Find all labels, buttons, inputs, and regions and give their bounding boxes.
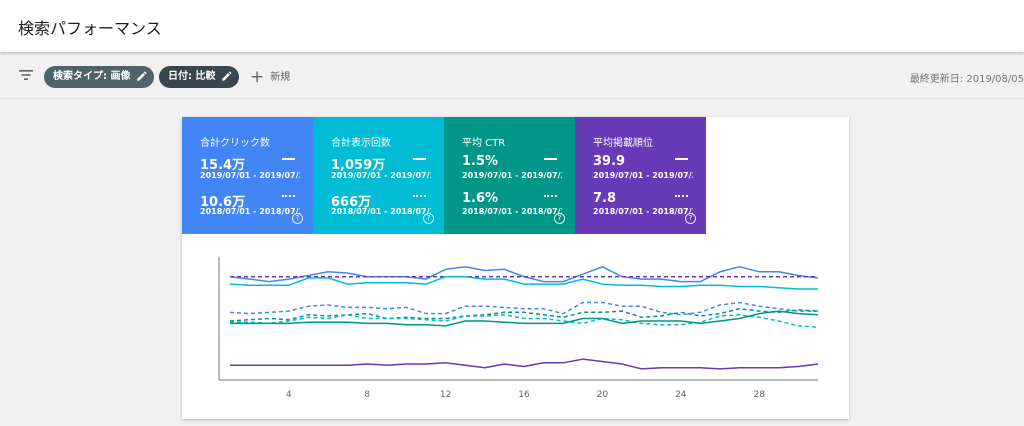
help-icon[interactable]: ? — [554, 213, 565, 224]
metric-value-previous: 666万 — [331, 195, 372, 210]
help-icon[interactable]: ? — [685, 213, 696, 224]
series-line-1 — [229, 265, 819, 283]
metric-tile-position[interactable]: 平均掲載順位 39.9 2019/07/01 - 2019/07/31 7.8 … — [575, 117, 706, 234]
x-tick-label: 12 — [440, 390, 451, 400]
series-line-4 — [229, 301, 818, 316]
search-type-chip-label: 検索タイプ: 画像 — [53, 71, 131, 82]
metric-value-current: 1,059万 — [331, 158, 386, 173]
metric-value-previous: 7.8 — [593, 191, 617, 206]
metric-tile-ctr[interactable]: 平均 CTR 1.5% 2019/07/01 - 2019/07/31 1.6%… — [444, 117, 575, 234]
x-tick-label: 16 — [518, 390, 530, 400]
metric-range-current: 2019/07/01 - 2019/07/31 — [200, 171, 300, 180]
new-filter-label: 新規 — [270, 72, 291, 83]
metric-range-current: 2019/07/01 - 2019/07/31 — [593, 171, 693, 180]
x-tick-label: 20 — [597, 390, 609, 400]
metric-label: 平均掲載順位 — [593, 138, 653, 149]
plus-icon: + — [250, 67, 265, 87]
help-icon[interactable]: ? — [423, 213, 434, 224]
edit-pencil-icon — [222, 71, 233, 81]
solid-line-legend-icon — [413, 158, 426, 160]
metric-range-current: 2019/07/01 - 2019/07/31 — [331, 171, 431, 180]
x-tick-label: 24 — [675, 390, 687, 400]
solid-line-legend-icon — [675, 158, 688, 160]
x-tick-label: 8 — [364, 390, 370, 400]
metric-tile-impressions[interactable]: 合計表示回数 1,059万 2019/07/01 - 2019/07/31 66… — [313, 117, 444, 234]
performance-line-chart[interactable]: 4 8 12 16 20 24 28 — [182, 234, 849, 419]
date-compare-chip[interactable]: 日付: 比較 — [159, 66, 240, 88]
metric-tile-clicks[interactable]: 合計クリック数 15.4万 2019/07/01 - 2019/07/31 10… — [182, 117, 313, 234]
dashed-line-legend-icon — [282, 195, 295, 197]
series-line-8 — [230, 358, 819, 370]
dashed-line-legend-icon — [544, 195, 557, 197]
filter-icon[interactable] — [18, 68, 34, 82]
metric-range-previous: 2018/07/01 - 2018/07/31 — [593, 207, 693, 216]
metric-label: 平均 CTR — [462, 138, 506, 149]
metric-value-previous: 10.6万 — [200, 195, 246, 210]
metric-value-current: 15.4万 — [200, 158, 246, 173]
metric-range-previous: 2018/07/01 - 2018/07/31 — [331, 207, 431, 216]
metric-range-current: 2019/07/01 - 2019/07/31 — [462, 171, 562, 180]
performance-card: 合計クリック数 15.4万 2019/07/01 - 2019/07/31 10… — [182, 117, 849, 419]
metric-range-previous: 2018/07/01 - 2018/07/31 — [200, 207, 300, 216]
series-line-6 — [230, 314, 819, 328]
search-type-chip[interactable]: 検索タイプ: 画像 — [44, 66, 155, 88]
solid-line-legend-icon — [282, 158, 295, 160]
x-tick-label: 4 — [286, 390, 292, 400]
add-new-filter-button[interactable]: + 新規 — [250, 66, 290, 88]
help-icon[interactable]: ? — [292, 213, 303, 224]
metric-value-current: 39.9 — [593, 154, 626, 169]
series-line-7 — [230, 310, 819, 327]
metric-value-previous: 1.6% — [462, 191, 499, 206]
series-line-3 — [229, 275, 818, 290]
metric-label: 合計クリック数 — [200, 138, 270, 149]
top-bar: 検索パフォーマンス — [0, 0, 1024, 52]
metric-value-current: 1.5% — [462, 154, 499, 169]
dashed-line-legend-icon — [413, 195, 426, 197]
page-title: 検索パフォーマンス — [18, 19, 162, 38]
solid-line-legend-icon — [544, 158, 557, 160]
dashed-line-legend-icon — [675, 195, 688, 197]
date-compare-chip-label: 日付: 比較 — [168, 71, 216, 82]
metric-label: 合計表示回数 — [331, 138, 391, 149]
series-line-5 — [229, 307, 819, 322]
metric-range-previous: 2018/07/01 - 2018/07/31 — [462, 207, 562, 216]
last-updated-text: 最終更新日: 2019/08/05 — [909, 74, 1024, 85]
edit-pencil-icon — [137, 71, 148, 81]
filter-bar: 検索タイプ: 画像 日付: 比較 + 新規 最終更新日: 2019/08/05 — [0, 54, 1024, 99]
x-tick-label: 28 — [753, 390, 765, 400]
